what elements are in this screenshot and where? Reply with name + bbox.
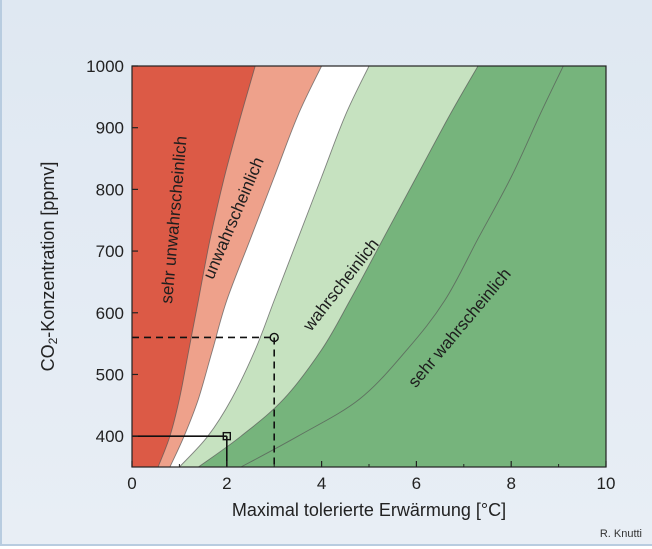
x-tick-label: 2 (222, 474, 231, 493)
y-tick-label: 800 (96, 180, 124, 199)
y-axis-label-subscript: 2 (46, 337, 60, 344)
boundary-line-5 (240, 66, 564, 467)
point-3C-560ppmv-marker (269, 332, 279, 343)
x-tick-label: 0 (127, 474, 136, 493)
x-tick-label: 10 (597, 474, 616, 493)
y-axis-label: CO2-Konzentration [ppmv] (38, 162, 60, 372)
boundary-line-1 (157, 66, 256, 467)
x-axis-label: Maximal tolerierte Erwärmung [°C] (232, 500, 506, 520)
y-tick-label: 500 (96, 365, 124, 384)
x-tick-label: 4 (317, 474, 326, 493)
point-2C-400ppmv-marker (222, 431, 232, 441)
boundary-line-2 (169, 66, 323, 467)
region-sehr-unwahrscheinlich (132, 66, 256, 467)
y-tick-label: 900 (96, 119, 124, 138)
y-axis-label-suffix: -Konzentration [ppmv] (38, 162, 58, 338)
boundary-line-4 (198, 66, 479, 467)
boundary-line-3 (179, 66, 370, 467)
credit-text: R. Knutti (600, 528, 642, 540)
x-tick-label: 6 (412, 474, 421, 493)
y-tick-label: 400 (96, 427, 124, 446)
y-axis-label-prefix: CO (38, 344, 58, 371)
x-tick-label: 8 (506, 474, 515, 493)
y-tick-label: 1000 (86, 57, 124, 76)
y-tick-label: 700 (96, 242, 124, 261)
y-tick-label: 600 (96, 304, 124, 323)
